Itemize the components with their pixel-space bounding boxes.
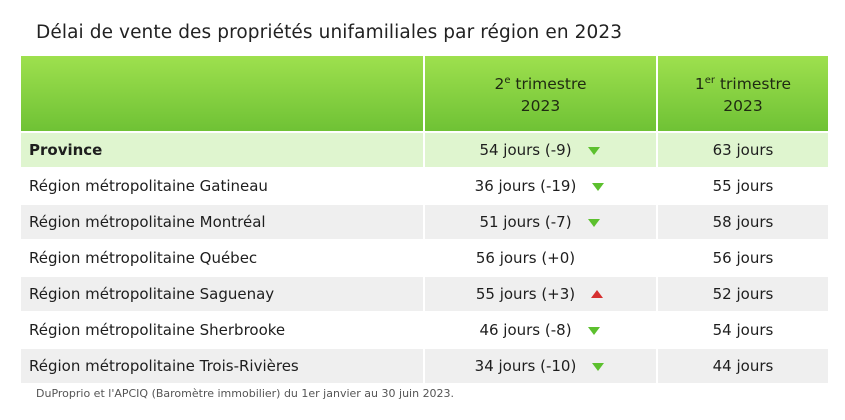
q2-cell: 54 jours (-9)	[423, 133, 656, 167]
q2-cell: 56 jours (+0)	[423, 241, 656, 275]
table-row: Région métropolitaine Sherbrooke 46 jours…	[21, 313, 828, 347]
header-q1-line1: 1er trimestre	[694, 75, 792, 93]
header-separator	[21, 131, 828, 133]
table-row: Région métropolitaine Québec 56 jours (+0…	[21, 241, 828, 275]
trend-down-icon	[592, 183, 605, 191]
row-separator	[21, 203, 828, 205]
table-header: 2e trimestre 2023 1er trimestre 2023	[21, 56, 828, 131]
q2-value: 56 jours (+0)	[475, 249, 576, 267]
row-separator	[21, 239, 828, 241]
region-label: Région métropolitaine Montréal	[29, 213, 266, 231]
region-label: Région métropolitaine Gatineau	[29, 177, 268, 195]
region-label: Région métropolitaine Trois-Rivières	[29, 357, 299, 375]
header-q2-line1: 2e trimestre	[494, 75, 587, 93]
q2-cell: 36 jours (-19)	[423, 169, 656, 203]
row-separator	[21, 311, 828, 313]
trend-down-icon	[587, 147, 600, 155]
q1-value: 58 jours	[656, 205, 828, 239]
table-row: Région métropolitaine Saguenay 55 jours (…	[21, 277, 828, 311]
header-q1-line2: 2023	[723, 97, 763, 115]
q1-value: 63 jours	[656, 133, 828, 167]
trend-up-icon	[591, 290, 604, 298]
table-row: Région métropolitaine Trois-Rivières 34 j…	[21, 349, 828, 383]
trend-none-icon	[589, 252, 605, 264]
table-row: Région métropolitaine Montréal 51 jours (…	[21, 205, 828, 239]
trend-down-icon	[587, 219, 600, 227]
q1-value: 44 jours	[656, 349, 828, 383]
q2-value: 54 jours (-9)	[479, 141, 572, 159]
row-separator	[21, 347, 828, 349]
header-q2-cell: 2e trimestre 2023	[423, 56, 656, 131]
chart-title: Délai de vente des propriétés unifamilia…	[36, 22, 623, 43]
q2-value: 36 jours (-19)	[474, 177, 577, 195]
row-separator	[21, 275, 828, 277]
q2-cell: 51 jours (-7)	[423, 205, 656, 239]
q1-value: 54 jours	[656, 313, 828, 347]
q2-value: 55 jours (+3)	[475, 285, 576, 303]
trend-down-icon	[587, 327, 600, 335]
row-separator	[21, 167, 828, 169]
q1-value: 52 jours	[656, 277, 828, 311]
header-q1-cell: 1er trimestre 2023	[656, 56, 828, 131]
header-region-cell	[21, 56, 423, 131]
q2-cell: 46 jours (-8)	[423, 313, 656, 347]
q1-value: 55 jours	[656, 169, 828, 203]
source-footnote: DuProprio et l'APCIQ (Baromètre immobili…	[36, 387, 455, 400]
table-row: Province 54 jours (-9) 63 jours	[21, 133, 828, 167]
q1-value: 56 jours	[656, 241, 828, 275]
region-label: Région métropolitaine Québec	[29, 249, 258, 267]
table-row: Région métropolitaine Gatineau 36 jours (…	[21, 169, 828, 203]
q2-cell: 34 jours (-10)	[423, 349, 656, 383]
region-label: Province	[29, 141, 103, 159]
q2-value: 46 jours (-8)	[479, 321, 572, 339]
header-q2-line2: 2023	[520, 97, 561, 115]
region-label: Région métropolitaine Sherbrooke	[29, 321, 286, 339]
q2-cell: 55 jours (+3)	[423, 277, 656, 311]
region-label: Région métropolitaine Saguenay	[29, 285, 275, 303]
trend-down-icon	[592, 363, 605, 371]
q2-value: 34 jours (-10)	[474, 357, 577, 375]
q2-value: 51 jours (-7)	[479, 213, 572, 231]
data-table: 2e trimestre 2023 1er trimestre 2023 Pro…	[21, 56, 828, 383]
table-body: Province 54 jours (-9) 63 jours Région métr…	[21, 133, 828, 383]
